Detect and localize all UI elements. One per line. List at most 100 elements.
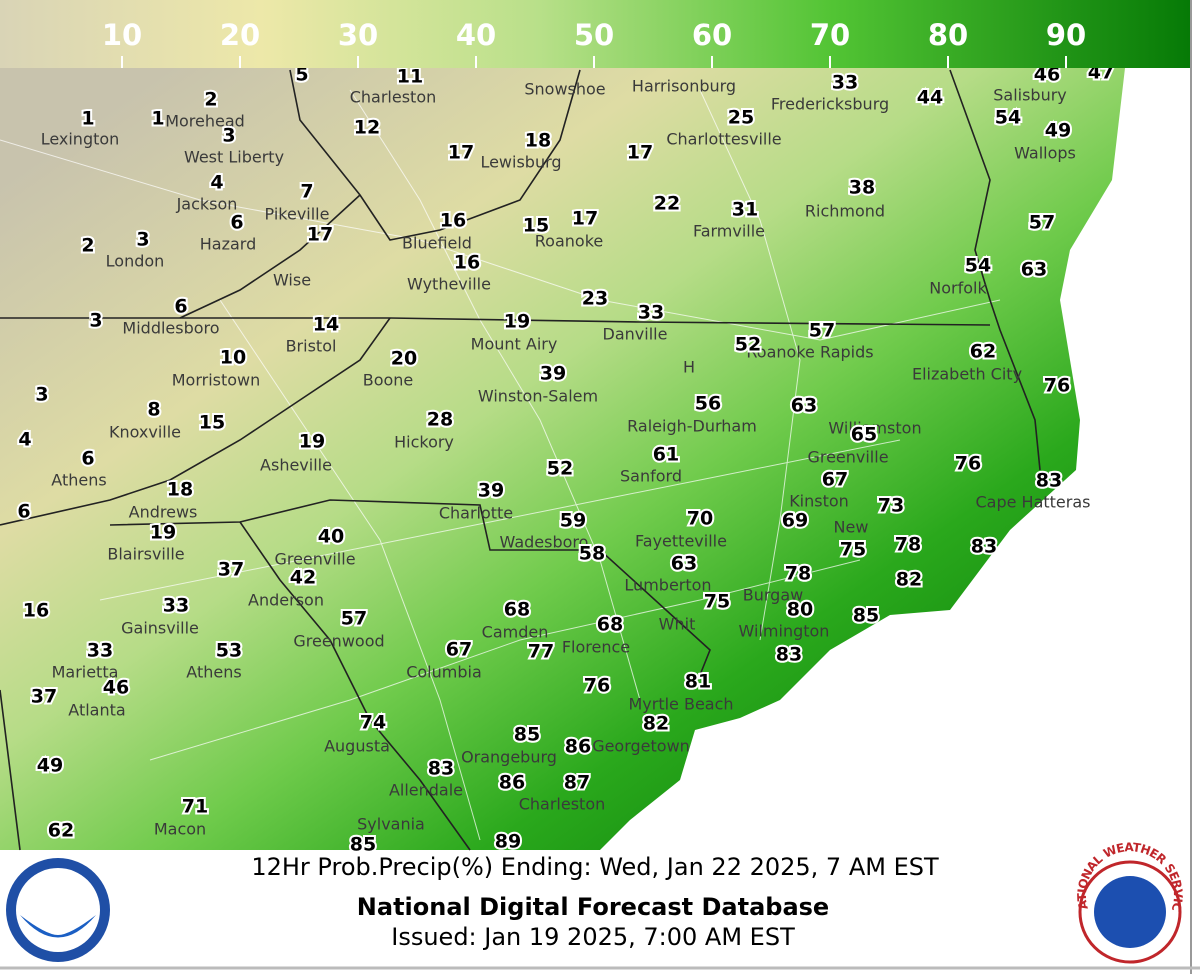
value-label: 16 (454, 252, 480, 274)
value-label: 44 (917, 87, 943, 109)
city-label: Columbia (406, 663, 482, 682)
value-label: 15 (523, 215, 549, 237)
colorbar-tick-label: 70 (810, 18, 850, 52)
city-label: Middlesboro (122, 319, 219, 338)
city-label: Bluefield (402, 234, 472, 253)
city-label: London (106, 252, 165, 271)
value-label: 39 (478, 480, 504, 502)
value-label: 17 (572, 208, 598, 230)
value-label: 42 (290, 567, 316, 589)
city-label: Andrews (129, 503, 198, 522)
city-label: Roanoke (535, 232, 603, 251)
value-label: 22 (654, 193, 680, 215)
logo-text: NOAA (37, 881, 79, 896)
value-label: 38 (849, 177, 875, 199)
value-label: 49 (1045, 120, 1071, 142)
city-label: Macon (154, 820, 206, 839)
value-label: 75 (704, 591, 730, 613)
city-label: Jackson (176, 195, 238, 214)
city-label: Wadesboro (500, 533, 589, 552)
value-label: 85 (350, 834, 376, 856)
city-label: Asheville (260, 456, 332, 475)
value-label: 75 (840, 539, 866, 561)
value-label: 25 (728, 107, 754, 129)
value-label: 54 (995, 107, 1021, 129)
city-label: Norfolk (929, 279, 987, 298)
value-label: 3 (89, 310, 102, 332)
city-label: Wallops (1014, 144, 1076, 163)
value-label: 19 (299, 431, 325, 453)
city-label: Harrisonburg (632, 77, 736, 96)
value-label: 33 (638, 302, 664, 324)
city-label: Anderson (248, 591, 324, 610)
issued: Issued: Jan 19 2025, 7:00 AM EST (391, 923, 795, 951)
city-label: Charleston (519, 795, 606, 814)
city-label: Roanoke Rapids (746, 343, 873, 362)
city-label: Mount Airy (471, 335, 558, 354)
value-label: 6 (230, 212, 243, 234)
value-label: 76 (955, 453, 981, 475)
land (0, 68, 1125, 850)
city-label: Cape Hatteras (975, 493, 1090, 512)
value-label: 63 (1021, 259, 1047, 281)
city-label: West Liberty (184, 148, 284, 167)
value-label: 2 (204, 89, 217, 111)
logo-wave (20, 915, 96, 938)
value-label: 52 (547, 458, 573, 480)
value-label: 28 (427, 409, 453, 431)
city-label: Lumberton (624, 576, 711, 595)
city-label: Fredericksburg (771, 95, 889, 114)
value-label: 70 (687, 508, 713, 530)
value-label: 17 (627, 142, 653, 164)
value-label: 17 (307, 224, 333, 246)
value-label: 63 (671, 553, 697, 575)
roads (0, 89, 1001, 841)
value-label: 57 (341, 608, 367, 630)
value-label: 57 (1029, 212, 1055, 234)
value-label: 81 (685, 671, 711, 693)
value-label: 39 (540, 363, 566, 385)
value-label: 78 (895, 534, 921, 556)
colorbar-tick-label: 30 (338, 18, 378, 52)
city-label: Kinston (789, 492, 849, 511)
value-label: 78 (785, 563, 811, 585)
value-label: 71 (182, 796, 208, 818)
value-label: 23 (582, 288, 608, 310)
value-label: 1 (151, 108, 164, 130)
product-title: 12Hr Prob.Precip(%) Ending: Wed, Jan 22 … (251, 853, 939, 881)
colorbar-tick-label: 40 (456, 18, 496, 52)
value-label: 18 (525, 130, 551, 152)
colorbar-tick-label: 20 (220, 18, 260, 52)
value-label: 16 (440, 210, 466, 232)
value-label: 19 (150, 522, 176, 544)
city-label: Greenville (807, 448, 888, 467)
value-label: 20 (391, 348, 417, 370)
noaa-logo: NOAA (6, 858, 110, 962)
value-label: 83 (776, 644, 802, 666)
value-label: 52 (735, 334, 761, 356)
value-label: 87 (564, 772, 590, 794)
value-label: 37 (31, 686, 57, 708)
colorbar: 10 20 30 40 50 60 70 80 90 (0, 0, 1190, 68)
city-label: Blairsville (107, 545, 184, 564)
value-label: 82 (896, 569, 922, 591)
city-label: Danville (603, 325, 668, 344)
value-label: 33 (163, 595, 189, 617)
value-label: 59 (560, 510, 586, 532)
city-label: Raleigh-Durham (627, 417, 757, 436)
value-label: 14 (313, 314, 339, 336)
city-label: Sanford (620, 467, 682, 486)
value-label: 6 (174, 296, 187, 318)
value-label: 57 (809, 320, 835, 342)
city-label: Whit (659, 615, 696, 634)
value-label: 82 (643, 713, 669, 735)
value-label: 63 (791, 395, 817, 417)
city-label: Charleston (350, 88, 437, 107)
city-label: Marietta (52, 663, 119, 682)
value-label: 80 (787, 599, 813, 621)
value-label: 67 (822, 469, 848, 491)
value-label: 3 (136, 229, 149, 251)
value-label: 76 (1044, 375, 1070, 397)
value-label: 83 (428, 758, 454, 780)
